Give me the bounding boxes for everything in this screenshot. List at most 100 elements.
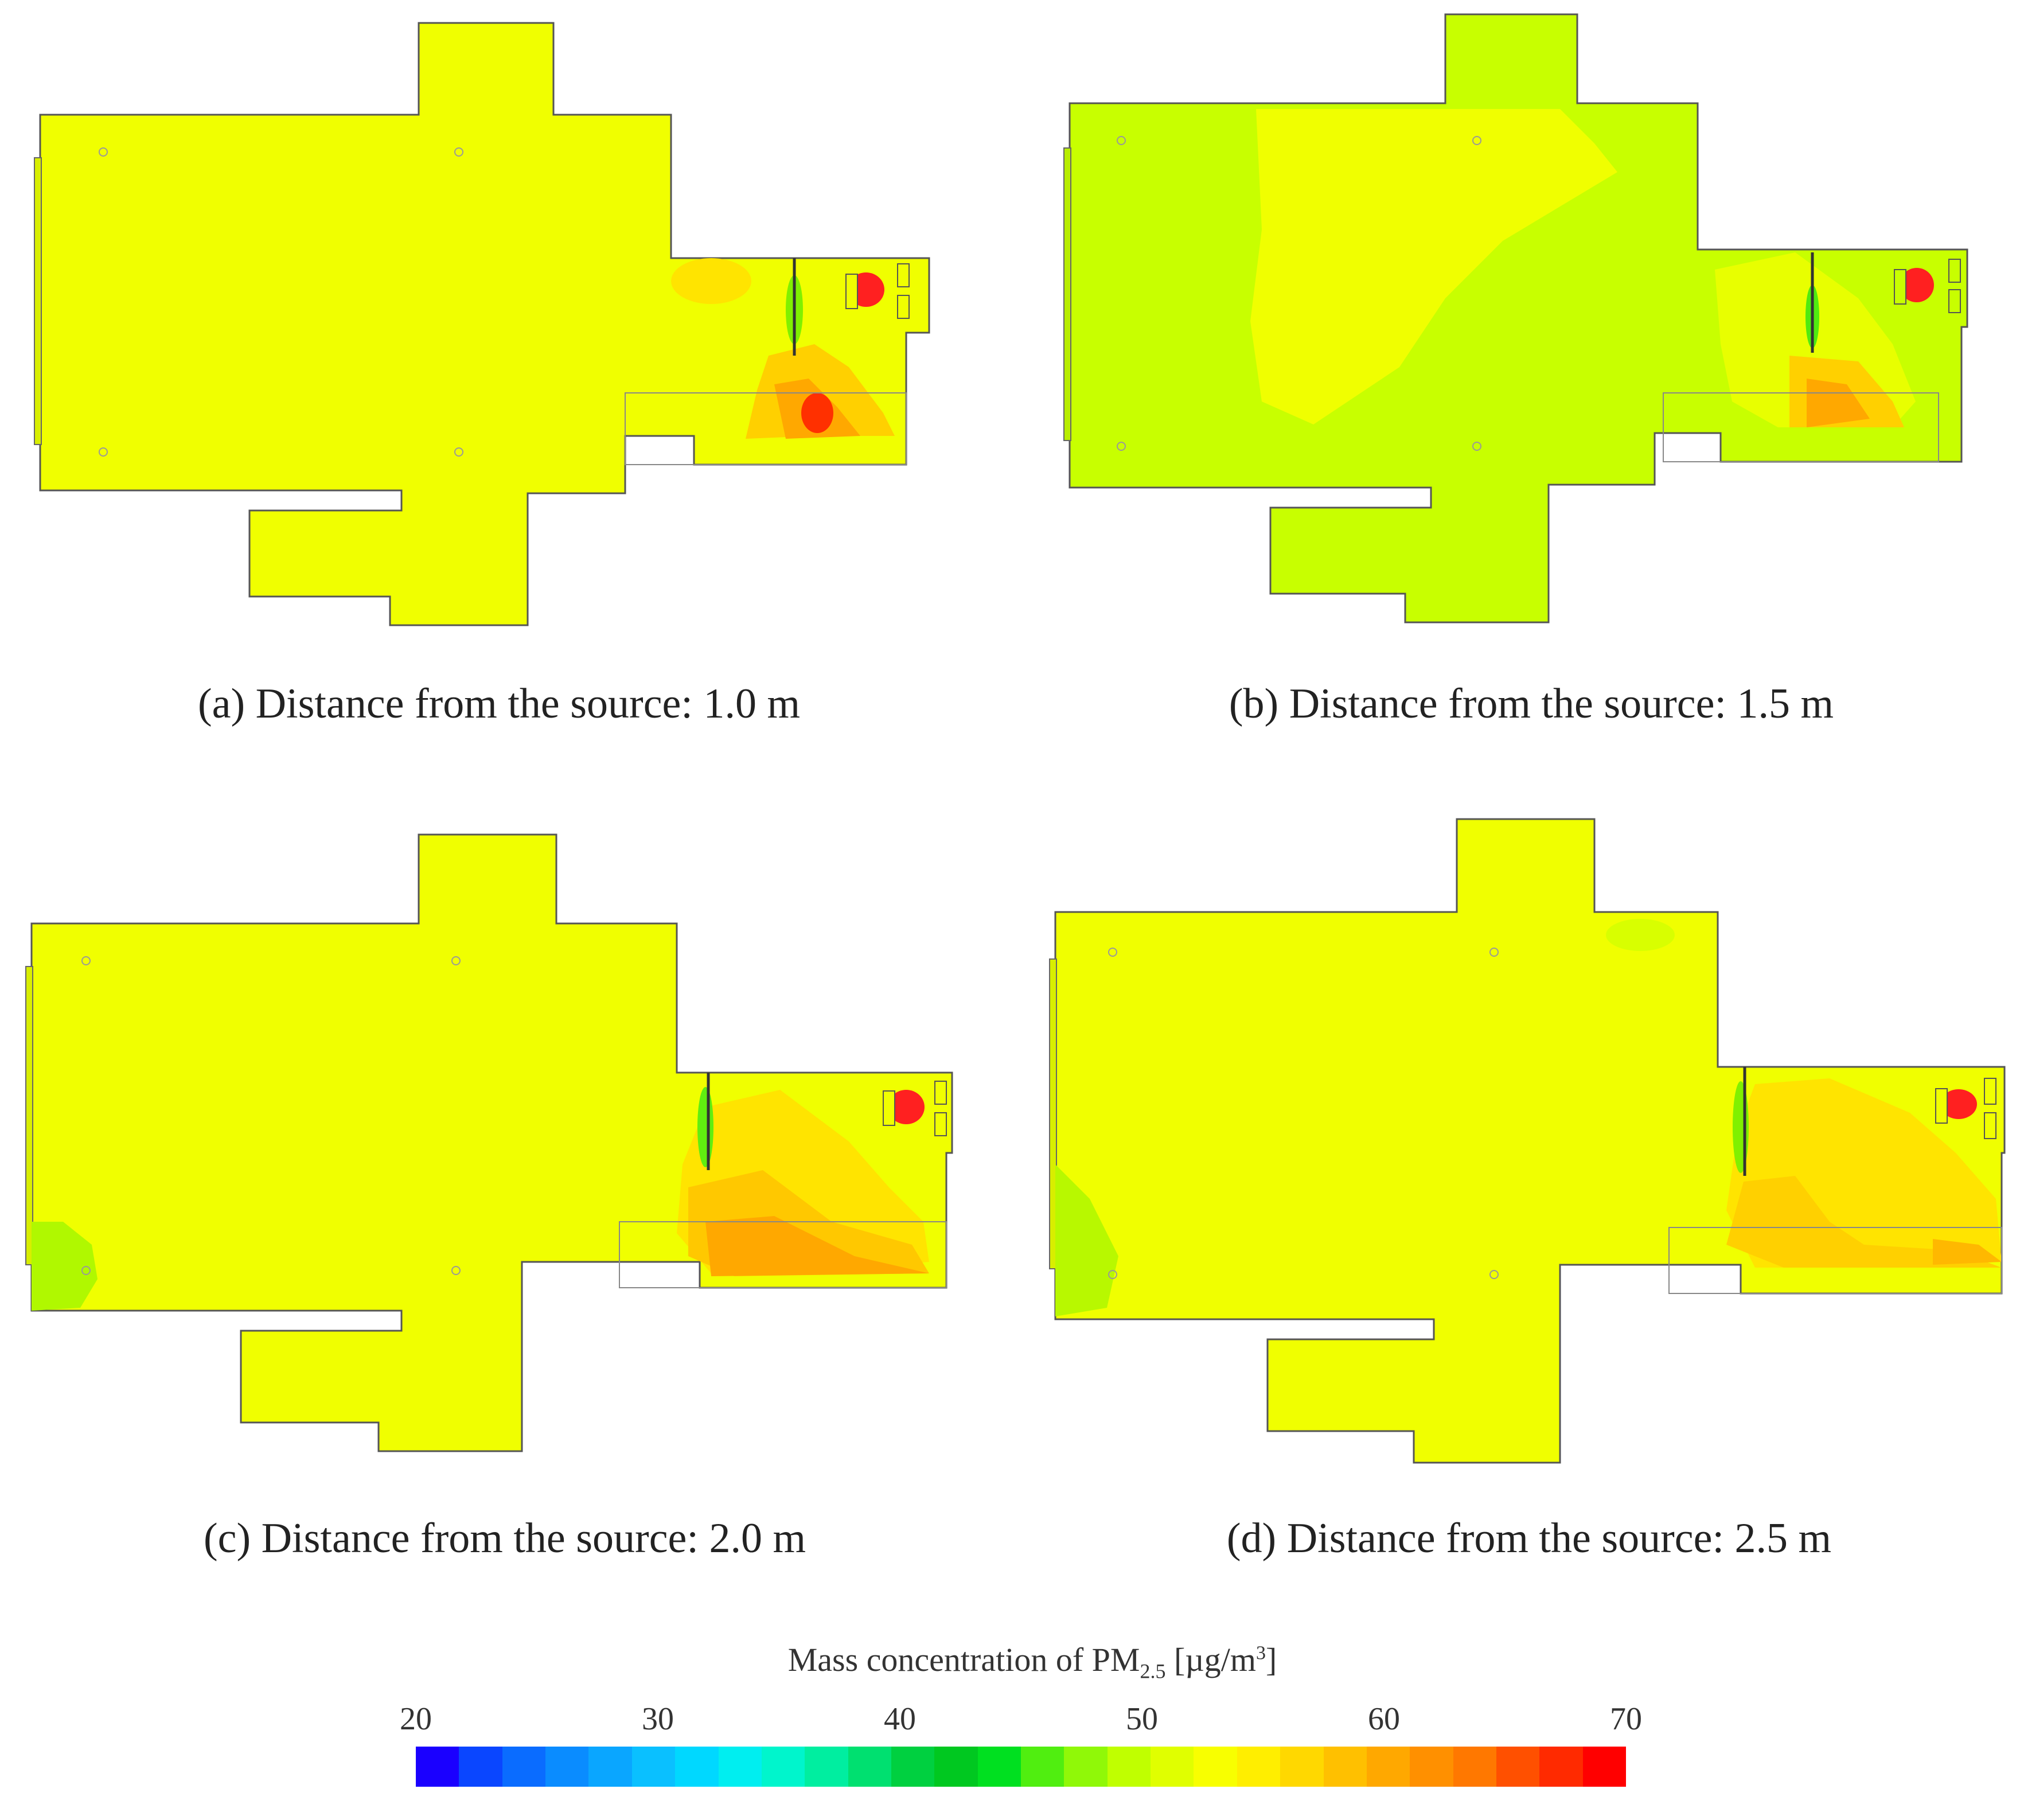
colorbar-title-subscript: 2.5 (1140, 1659, 1166, 1683)
contour-patch (1250, 109, 1617, 424)
colorbar-segment (1021, 1747, 1064, 1787)
pm-source (888, 1090, 925, 1124)
colorbar-segment (718, 1747, 762, 1787)
pm-source (1900, 268, 1934, 302)
contour-patch (705, 1216, 929, 1276)
column-marker (81, 956, 91, 965)
column-marker (1117, 136, 1126, 145)
colorbar-unit-text: [µg/m (1165, 1641, 1256, 1678)
contour-patch (1606, 919, 1675, 951)
contour-plot-d (1049, 818, 2006, 1464)
wall-strip-c (25, 966, 33, 1265)
contour-plot-c (25, 833, 953, 1452)
panel-a (23, 11, 975, 637)
colorbar-segment (891, 1747, 935, 1787)
colorbar-segment (1582, 1747, 1627, 1787)
contour-plot-a (34, 22, 930, 626)
column-marker (1108, 1270, 1117, 1279)
colorbar-segment (1237, 1747, 1281, 1787)
colorbar-title-text: Mass concentration of PM (787, 1641, 1140, 1678)
panel-d (1038, 809, 2020, 1468)
column-marker (451, 956, 461, 965)
column-marker (1117, 442, 1126, 451)
contour-patch (32, 1222, 98, 1311)
source-device (845, 274, 858, 309)
colorbar-segment (1539, 1747, 1583, 1787)
colorbar-segment (977, 1747, 1021, 1787)
floor-plan-d (1054, 818, 2006, 1464)
colorbar-segment (1107, 1747, 1151, 1787)
panel-c (17, 820, 992, 1463)
colorbar-segment (416, 1747, 459, 1787)
column-marker (99, 147, 108, 157)
colorbar-segment (1323, 1747, 1367, 1787)
contour-patch (1807, 379, 1870, 427)
colorbar-segment (459, 1747, 502, 1787)
colorbar-unit-superscript: 3 (1255, 1642, 1266, 1664)
colorbar-segment (502, 1747, 546, 1787)
colorbar-segment (1496, 1747, 1540, 1787)
column-marker (1108, 948, 1117, 957)
wall-strip-a (34, 157, 42, 445)
column-marker (454, 147, 463, 157)
caption-d: (d) Distance from the source: 2.5 m (1226, 1515, 1832, 1562)
colorbar-segment (1194, 1747, 1237, 1787)
contour-patch (697, 1087, 713, 1167)
colorbar-title: Mass concentration of PM2.5 [µg/m3] (401, 1640, 1663, 1683)
wall-strip-d (1049, 958, 1057, 1269)
colorbar-segment (848, 1747, 891, 1787)
room-outline (619, 1221, 947, 1288)
floor-plan-c (30, 833, 953, 1452)
colorbar-segment (631, 1747, 676, 1787)
colorbar-tick-label: 30 (642, 1701, 674, 1737)
source-device (883, 1090, 895, 1126)
room-outline (625, 392, 907, 465)
colorbar-tick-label: 70 (1610, 1701, 1642, 1737)
colorbar-segment (545, 1747, 589, 1787)
window-element (897, 263, 910, 287)
colorbar-segment (675, 1747, 719, 1787)
colorbar-gradient (416, 1747, 1627, 1787)
window-element (934, 1112, 947, 1136)
colorbar-segment (1151, 1747, 1194, 1787)
window-element (1984, 1112, 1996, 1139)
caption-c: (c) Distance from the source: 2.0 m (203, 1515, 806, 1562)
colorbar-segment (1366, 1747, 1410, 1787)
window-element (897, 295, 910, 319)
column-marker (1472, 442, 1481, 451)
colorbar-segment (761, 1747, 805, 1787)
column-marker (1489, 1270, 1499, 1279)
column-marker (99, 447, 108, 457)
colorbar-segment (588, 1747, 632, 1787)
colorbar-segment (1064, 1747, 1108, 1787)
contour-patch (801, 393, 833, 433)
window-element (1948, 259, 1961, 283)
column-marker (1472, 136, 1481, 145)
contour-patch (671, 258, 751, 304)
contour-patch (1726, 1176, 2002, 1268)
colorbar-segment (1280, 1747, 1324, 1787)
colorbar-tick-label: 50 (1126, 1701, 1158, 1737)
source-device (1894, 269, 1906, 305)
window-element (1984, 1078, 1996, 1105)
colorbar-tick-label: 20 (400, 1701, 432, 1737)
column-marker (454, 447, 463, 457)
pm-source (1940, 1089, 1977, 1119)
column-marker (451, 1266, 461, 1275)
column-marker (81, 1266, 91, 1275)
colorbar-segment (934, 1747, 978, 1787)
room-outline (1668, 1227, 2002, 1294)
source-device (1935, 1088, 1948, 1124)
column-marker (1489, 948, 1499, 957)
contour-plot-b (1063, 13, 1968, 623)
colorbar-segment (1410, 1747, 1453, 1787)
colorbar: Mass concentration of PM2.5 [µg/m3] 20 30… (400, 1640, 1663, 1813)
colorbar-tick-label: 40 (884, 1701, 916, 1737)
window-element (1948, 289, 1961, 313)
colorbar-segment (1453, 1747, 1496, 1787)
panel-b (1044, 0, 2019, 631)
floor-plan-a (39, 22, 930, 626)
colorbar-segment (805, 1747, 848, 1787)
colorbar-tick-label: 60 (1368, 1701, 1400, 1737)
room-outline (1663, 392, 1939, 462)
